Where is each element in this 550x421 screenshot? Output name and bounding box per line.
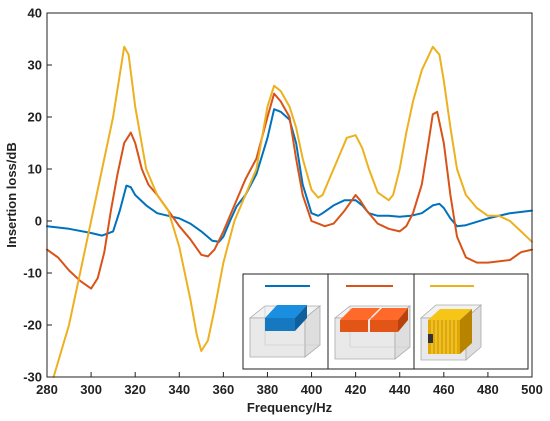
y-axis-title: Insertion loss/dB (4, 142, 19, 247)
x-tick-label: 340 (168, 382, 190, 397)
model-thumbnail-blue (248, 305, 322, 358)
x-tick-label: 280 (36, 382, 58, 397)
x-axis-title: Frequency/Hz (247, 400, 333, 415)
ticks-layer: 280 300 320 340 360 380 400 420 440 460 480 500-30-… (23, 6, 543, 398)
x-tick-label: 380 (257, 382, 279, 397)
y-tick-label: 40 (28, 6, 42, 21)
series-line-2 (52, 45, 533, 378)
x-tick-label: 320 (124, 382, 146, 397)
series-layer (46, 45, 533, 378)
x-tick-label: 420 (345, 382, 367, 397)
x-tick-label: 500 (521, 382, 543, 397)
x-tick-label: 440 (389, 382, 411, 397)
y-tick-label: 10 (28, 162, 42, 177)
series-line-0 (46, 108, 533, 243)
y-tick-label: -20 (23, 318, 42, 333)
y-tick-label: -30 (23, 370, 42, 385)
plot-frame (46, 12, 533, 378)
x-tick-label: 360 (213, 382, 235, 397)
x-tick-label: 400 (301, 382, 323, 397)
y-tick-label: 0 (35, 214, 42, 229)
y-tick-label: 30 (28, 58, 42, 73)
series-line-1 (46, 92, 533, 290)
model-thumbnail-yellow (419, 304, 483, 361)
model-thumbnail-orange (333, 305, 412, 360)
x-tick-label: 300 (80, 382, 102, 397)
y-tick-label: -10 (23, 266, 42, 281)
x-tick-label: 480 (477, 382, 499, 397)
legend-inset (242, 273, 529, 370)
y-tick-label: 20 (28, 110, 42, 125)
x-tick-label: 460 (433, 382, 455, 397)
